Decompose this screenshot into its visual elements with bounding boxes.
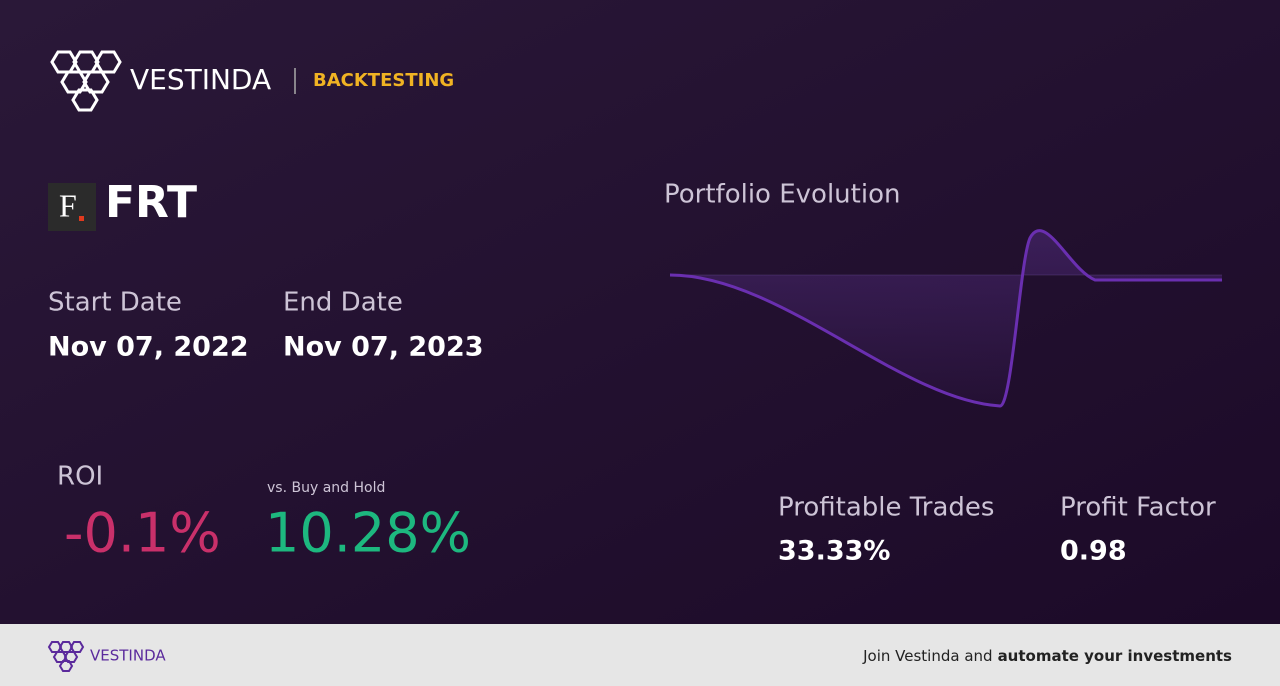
start-date: Nov 07, 2022 bbox=[48, 332, 249, 363]
roi-label: ROI bbox=[57, 462, 103, 492]
stat-value: 33.33% bbox=[778, 536, 890, 567]
cta-bold: automate your investments bbox=[998, 647, 1232, 665]
stat-label: Profitable Trades bbox=[778, 493, 994, 523]
ticker-logo-letter: F bbox=[59, 187, 77, 223]
chart-title: Portfolio Evolution bbox=[664, 180, 900, 210]
brand-logo bbox=[50, 50, 122, 112]
footer-cta: Join Vestinda and automate your investmen… bbox=[862, 647, 1232, 665]
section-name: BACKTESTING bbox=[313, 70, 454, 91]
footer-brand: VESTINDA bbox=[90, 647, 166, 665]
stat-label: Profit Factor bbox=[1060, 493, 1216, 523]
benchmark-label: vs. Buy and Hold bbox=[267, 480, 385, 496]
start-label: Start Date bbox=[48, 288, 182, 318]
roi-value: -0.1% bbox=[64, 502, 221, 565]
ticker-logo bbox=[48, 183, 96, 231]
end-label: End Date bbox=[283, 288, 403, 318]
end-date: Nov 07, 2023 bbox=[283, 332, 484, 363]
background bbox=[0, 0, 1280, 624]
stat-value: 0.98 bbox=[1060, 536, 1127, 567]
ticker-symbol: FRT bbox=[105, 177, 197, 228]
footer-logo bbox=[47, 641, 85, 672]
cta-prefix: Join Vestinda and bbox=[862, 647, 992, 665]
footer bbox=[0, 624, 1280, 686]
ticker-logo-dot bbox=[79, 216, 84, 221]
brand-name: VESTINDA bbox=[130, 63, 271, 96]
benchmark-value: 10.28% bbox=[265, 502, 471, 565]
chart-line bbox=[669, 229, 1222, 408]
